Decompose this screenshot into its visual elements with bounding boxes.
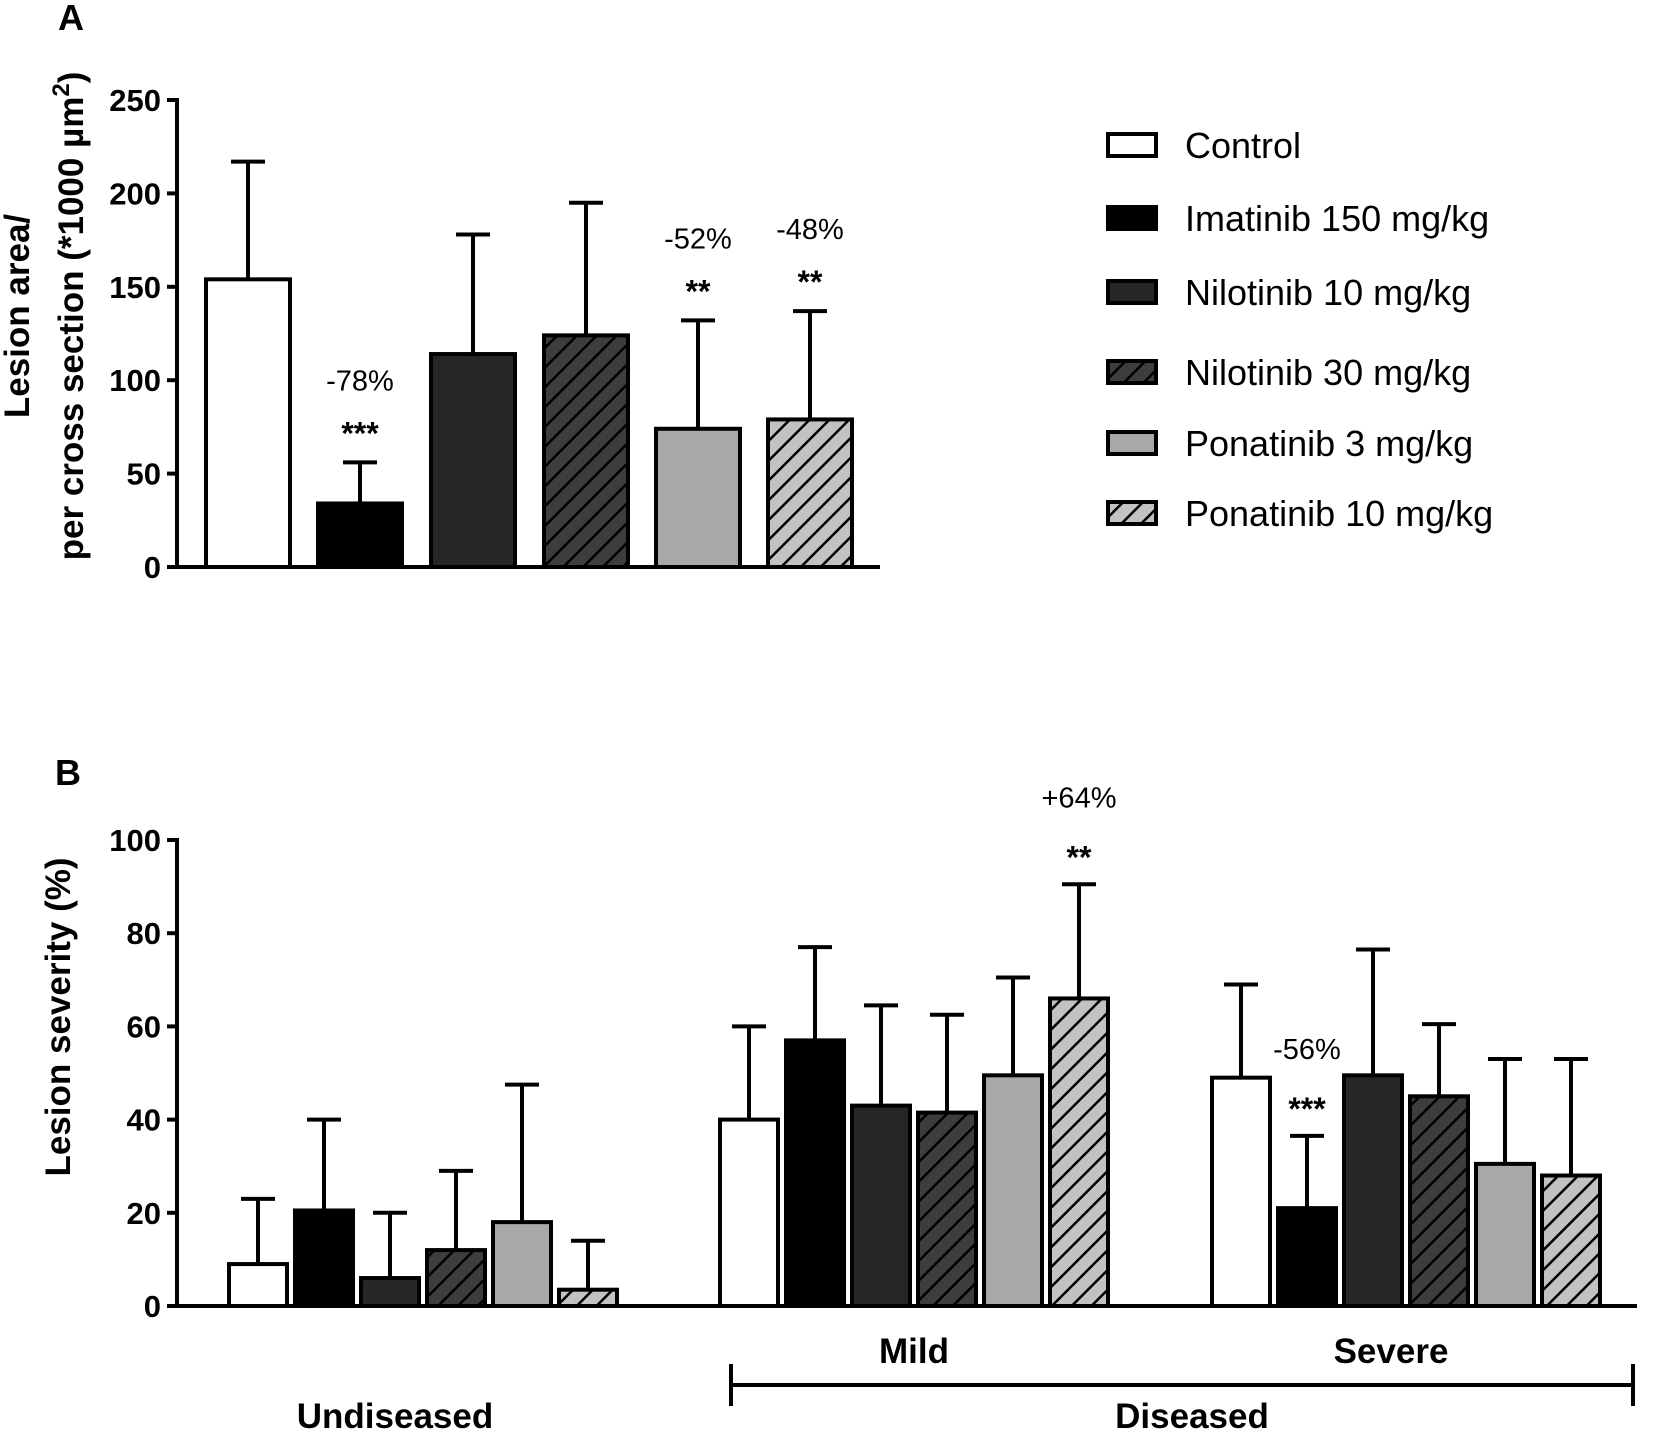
panel-b-y-tick-label: 60 [127, 1009, 161, 1044]
panel-a-percent-change: -48% [776, 214, 844, 246]
panel-b-group-label-mild: Mild [879, 1332, 949, 1371]
panel-b-significance-stars: *** [1288, 1091, 1326, 1127]
panel-a-bar [654, 426, 742, 569]
legend-swatch-imatinib [1106, 205, 1158, 231]
panel-a-y-tick-label: 0 [144, 550, 161, 585]
panel-b-bar [1276, 1206, 1338, 1309]
panel-b-chart: Lesion severity (%) 0 20 40 60 80 100 ** +64% **… [39, 782, 1637, 1433]
panel-b-label: B [55, 752, 81, 793]
panel-b-bar [557, 1287, 619, 1308]
panel-a-ylabel-close: ) [52, 72, 91, 84]
panel-b-bar [425, 1248, 487, 1308]
legend-label-pona10: Ponatinib 10 mg/kg [1185, 493, 1493, 534]
panel-b-bar [1540, 1173, 1602, 1309]
legend-swatch-pona3 [1106, 430, 1158, 456]
panel-a-label: A [58, 0, 84, 38]
legend-swatch-nilo10 [1106, 279, 1158, 305]
legend: Control Imatinib 150 mg/kg Nilotinib 10 mg… [1106, 125, 1493, 534]
panel-a-percent-change: -78% [326, 365, 394, 397]
legend-label-nilo10: Nilotinib 10 mg/kg [1185, 272, 1471, 313]
panel-b-y-tick-label: 0 [144, 1289, 161, 1324]
panel-b-percent-change: -56% [1273, 1034, 1341, 1066]
panel-b-bar [1048, 996, 1110, 1308]
panel-a-y-tick-label: 250 [109, 83, 161, 118]
panel-a-bar [542, 333, 630, 570]
panel-a-chart: Lesion area/ per cross section (*1000 µm… [0, 72, 880, 585]
legend-label-pona3: Ponatinib 3 mg/kg [1185, 423, 1473, 464]
panel-a-y-tick-label: 50 [127, 457, 161, 492]
panel-a-y-tick-label: 200 [109, 176, 161, 211]
panel-a-bar [429, 352, 517, 569]
panel-b-bar [227, 1262, 289, 1309]
panel-a-y-tick-label: 150 [109, 270, 161, 305]
panel-b-percent-change: +64% [1042, 782, 1117, 814]
panel-a-ylabel-line1: Lesion area/ [0, 214, 37, 419]
panel-a-bar [766, 417, 854, 570]
panel-b-significance-stars: ** [1067, 839, 1092, 875]
panel-b-bar [850, 1103, 912, 1308]
panel-b-bar [982, 1073, 1044, 1308]
panel-a-significance-stars: ** [798, 264, 823, 300]
legend-label-control: Control [1185, 125, 1301, 166]
panel-b-y-tick-label: 40 [127, 1103, 161, 1138]
panel-b-bar [491, 1220, 553, 1308]
panel-a-significance-stars: ** [686, 273, 711, 309]
panel-b-bar [1474, 1161, 1536, 1308]
legend-swatch-nilo30 [1106, 359, 1158, 385]
panel-b-ylabel: Lesion severity (%) [39, 858, 78, 1177]
panel-a-significance-stars: *** [341, 415, 379, 451]
panel-b-y-tick-label: 80 [127, 916, 161, 951]
panel-a-bar [204, 277, 292, 569]
panel-b-bar [1408, 1094, 1470, 1309]
panel-b-bar [1210, 1075, 1272, 1309]
panel-a-ylabel-sup: 2 [48, 83, 75, 96]
legend-swatch-control [1106, 132, 1158, 158]
panel-b-y-tick-label: 20 [127, 1196, 161, 1231]
panel-b-group-label-undiseased: Undiseased [297, 1397, 493, 1433]
panel-a-percent-change: -52% [664, 223, 732, 255]
panel-b-bar [916, 1110, 978, 1308]
panel-b-y-tick-label: 100 [109, 823, 161, 858]
panel-b-bar [784, 1038, 846, 1308]
panel-b-group-label-severe: Severe [1334, 1332, 1449, 1371]
panel-b-bar [718, 1117, 780, 1308]
panel-b-bar [1342, 1073, 1404, 1308]
panel-a-bar [316, 501, 404, 570]
panel-a-ylabel-line2: per cross section (*1000 µm2) [48, 72, 91, 561]
legend-swatch-pona10 [1106, 500, 1158, 526]
legend-label-nilo30: Nilotinib 30 mg/kg [1185, 352, 1471, 393]
legend-label-imatinib: Imatinib 150 mg/kg [1185, 198, 1489, 239]
panel-a-y-tick-label: 100 [109, 363, 161, 398]
panel-a-ylabel-main: per cross section (*1000 µm [52, 97, 91, 561]
panel-b-bar [293, 1208, 355, 1308]
panel-b-bracket-label-diseased: Diseased [1115, 1397, 1269, 1433]
panel-b-bar [359, 1276, 421, 1309]
